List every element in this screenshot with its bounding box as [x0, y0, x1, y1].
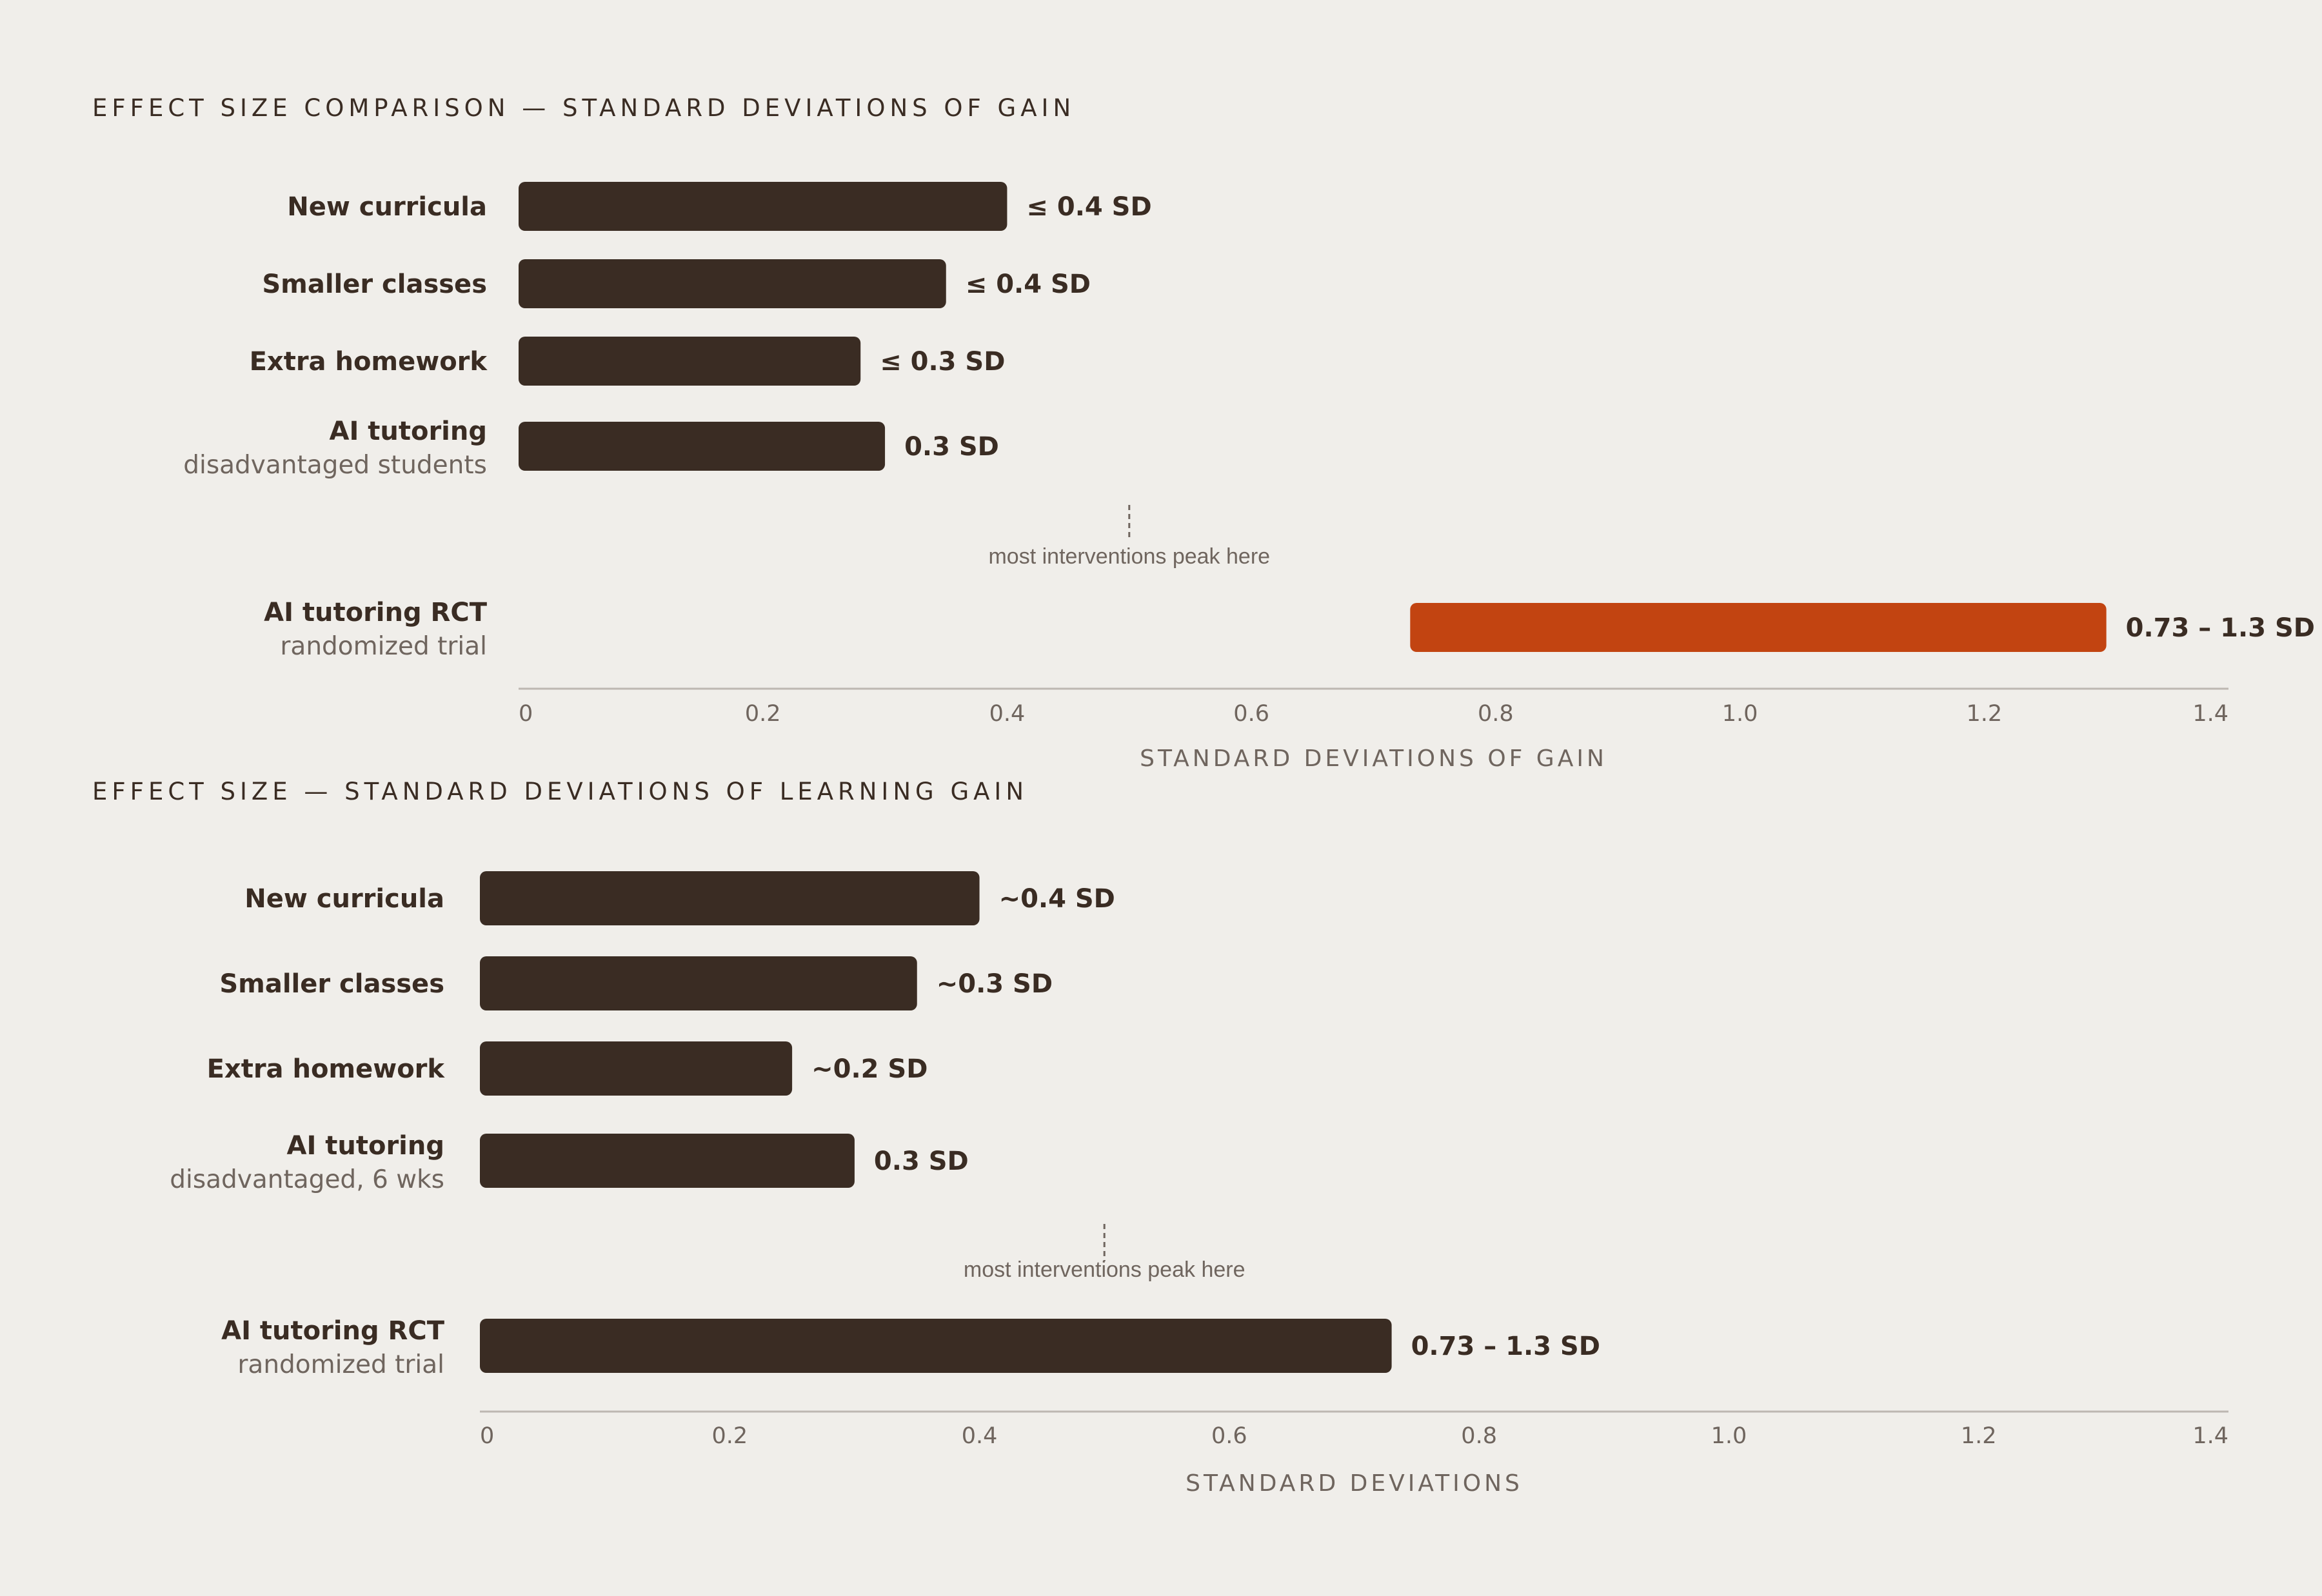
bar: [519, 422, 886, 471]
bar-category-label: AI tutoring: [286, 1131, 444, 1161]
bar: [480, 1041, 793, 1096]
chart-title: EFFECT SIZE — STANDARD DEVIATIONS OF LEA…: [92, 778, 1028, 805]
bar-category-label: AI tutoring RCT: [264, 598, 488, 627]
x-tick-label: 0: [519, 701, 533, 727]
x-tick-label: 1.4: [2192, 701, 2228, 727]
bar-value-label: 0.73 – 1.3 SD: [2126, 613, 2315, 643]
bar-category-label: AI tutoring RCT: [221, 1316, 445, 1346]
x-axis-title: STANDARD DEVIATIONS OF GAIN: [1140, 745, 1607, 772]
bar-category-sublabel: randomized trial: [280, 632, 487, 661]
bar: [480, 871, 980, 925]
bar: [519, 259, 946, 308]
x-tick-label: 0.6: [1233, 701, 1269, 727]
bar: [519, 182, 1007, 231]
bar: [1410, 603, 2107, 652]
x-tick-label: 1.0: [1722, 701, 1758, 727]
bar-category-label: Smaller classes: [219, 969, 444, 999]
bar-value-label: ~0.3 SD: [937, 969, 1053, 999]
bar: [480, 956, 917, 1010]
bar: [519, 337, 861, 386]
bar-value-label: 0.3 SD: [874, 1147, 969, 1176]
x-tick-label: 0.2: [745, 701, 781, 727]
bar-category-label: New curricula: [244, 884, 444, 914]
x-tick-label: 1.4: [2192, 1423, 2228, 1449]
x-tick-label: 0.8: [1461, 1423, 1497, 1449]
bar-category-label: AI tutoring: [329, 417, 487, 446]
bar-value-label: ≤ 0.4 SD: [966, 270, 1091, 299]
bar-category-sublabel: disadvantaged students: [183, 451, 487, 480]
annotation-label: most interventions peak here: [988, 544, 1270, 569]
bar-category-label: New curricula: [287, 192, 487, 222]
bar: [480, 1319, 1392, 1373]
bar-category-sublabel: disadvantaged, 6 wks: [170, 1165, 444, 1194]
bar-value-label: ~0.4 SD: [999, 884, 1115, 914]
x-axis-title: STANDARD DEVIATIONS: [1186, 1470, 1523, 1497]
bar-category-sublabel: randomized trial: [237, 1350, 444, 1379]
x-tick-label: 0.6: [1211, 1423, 1247, 1449]
x-tick-label: 0.4: [962, 1423, 998, 1449]
chart-title: EFFECT SIZE COMPARISON — STANDARD DEVIAT…: [92, 94, 1075, 122]
bar-category-label: Extra homework: [207, 1054, 446, 1084]
annotation-label: most interventions peak here: [964, 1257, 1245, 1282]
bar-value-label: 0.3 SD: [904, 432, 999, 462]
x-tick-label: 0.8: [1478, 701, 1514, 727]
x-tick-label: 0.4: [989, 701, 1026, 727]
chart-learning-gain: EFFECT SIZE — STANDARD DEVIATIONS OF LEA…: [92, 778, 2228, 1497]
x-tick-label: 0: [480, 1423, 494, 1449]
bar-value-label: ~0.2 SD: [811, 1054, 928, 1084]
bar-value-label: ≤ 0.4 SD: [1026, 192, 1151, 222]
bar: [480, 1134, 855, 1188]
bar-value-label: 0.73 – 1.3 SD: [1411, 1332, 1600, 1361]
bar-category-label: Smaller classes: [262, 270, 487, 299]
x-tick-label: 1.2: [1961, 1423, 1997, 1449]
x-tick-label: 1.0: [1711, 1423, 1747, 1449]
bar-value-label: ≤ 0.3 SD: [880, 347, 1005, 377]
x-tick-label: 0.2: [711, 1423, 748, 1449]
bar-category-label: Extra homework: [250, 347, 488, 377]
chart-comparison: EFFECT SIZE COMPARISON — STANDARD DEVIAT…: [92, 94, 2315, 772]
x-tick-label: 1.2: [1966, 701, 2002, 727]
